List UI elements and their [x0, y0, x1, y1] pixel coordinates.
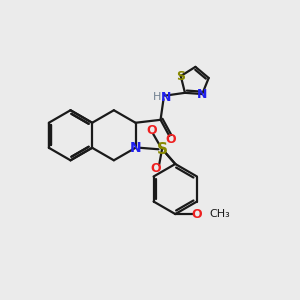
- Text: N: N: [197, 88, 207, 100]
- Text: O: O: [146, 124, 157, 136]
- Text: N: N: [130, 141, 141, 155]
- Text: H: H: [153, 92, 161, 102]
- Text: O: O: [151, 163, 161, 176]
- Text: S: S: [176, 70, 185, 83]
- Text: N: N: [161, 91, 172, 103]
- Text: CH₃: CH₃: [209, 209, 230, 219]
- Text: S: S: [157, 142, 167, 157]
- Text: O: O: [191, 208, 202, 220]
- Text: O: O: [166, 133, 176, 146]
